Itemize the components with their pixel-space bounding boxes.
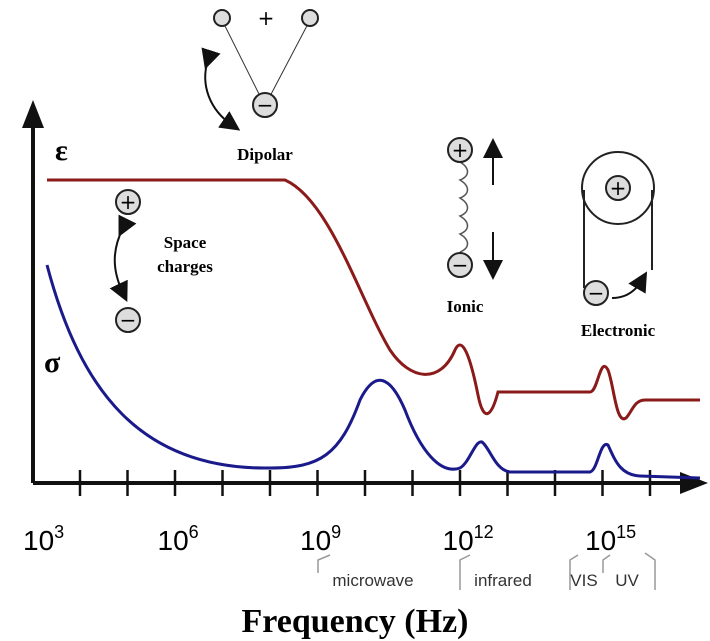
ion — [447, 252, 473, 278]
x-axis-title: Frequency (Hz) — [242, 603, 469, 640]
spring — [458, 161, 469, 253]
band-label: microwave — [332, 571, 413, 590]
band-label: infrared — [474, 571, 532, 590]
plus-sign: + — [452, 138, 469, 162]
ionic-label: Ionic — [447, 297, 484, 316]
tick-base: 10 — [300, 525, 331, 556]
ion — [115, 189, 141, 215]
tick-label: 1012 — [443, 522, 494, 556]
tick-label: 1015 — [585, 522, 636, 556]
atom — [301, 9, 319, 27]
ion — [605, 175, 631, 201]
tick-label: 109 — [300, 522, 341, 556]
shift-arrow — [611, 271, 648, 299]
tick-exponent: 3 — [54, 522, 64, 542]
tick-exponent: 9 — [331, 522, 341, 542]
space-label: Space — [164, 233, 207, 252]
dipole-bond — [267, 19, 311, 101]
x-arrow — [680, 472, 708, 494]
rotation-arrow — [201, 47, 241, 131]
ion — [115, 307, 141, 333]
ion — [252, 92, 278, 118]
epsilon-curve — [47, 178, 700, 421]
tick-base: 10 — [158, 525, 189, 556]
dipole-bond — [221, 19, 263, 101]
y-arrow — [22, 100, 44, 128]
tick-label: 106 — [158, 522, 199, 556]
space-label: charges — [157, 257, 213, 276]
sigma-label: σ — [44, 346, 61, 379]
band-brackets — [317, 552, 656, 590]
minus-sign: − — [588, 281, 605, 305]
minus-sign: − — [120, 308, 137, 332]
tick-exponent: 15 — [616, 522, 636, 542]
dipolar-label: Dipolar — [237, 145, 293, 164]
epsilon-label: ε — [55, 134, 68, 167]
move-arrow — [109, 214, 137, 303]
tick-base: 10 — [23, 525, 54, 556]
electronic-label: Electronic — [581, 321, 656, 340]
plus-sign: + — [120, 190, 137, 214]
tick-marks — [78, 470, 652, 496]
band-label: UV — [615, 571, 639, 590]
plus-sign: + — [610, 176, 627, 200]
tick-exponent: 12 — [474, 522, 494, 542]
tick-labels: 103 106 109 1012 1015 — [23, 522, 636, 556]
plus-sign: + — [258, 6, 275, 30]
tick-label: 103 — [23, 522, 64, 556]
ion — [583, 280, 609, 306]
ion — [447, 137, 473, 163]
band-label: VIS — [570, 571, 597, 590]
minus-sign: − — [257, 93, 274, 117]
tick-base: 10 — [443, 525, 474, 556]
atom — [213, 9, 231, 27]
tick-exponent: 6 — [189, 522, 199, 542]
tick-base: 10 — [585, 525, 616, 556]
sigma-curve — [45, 264, 701, 480]
minus-sign: − — [452, 253, 469, 277]
